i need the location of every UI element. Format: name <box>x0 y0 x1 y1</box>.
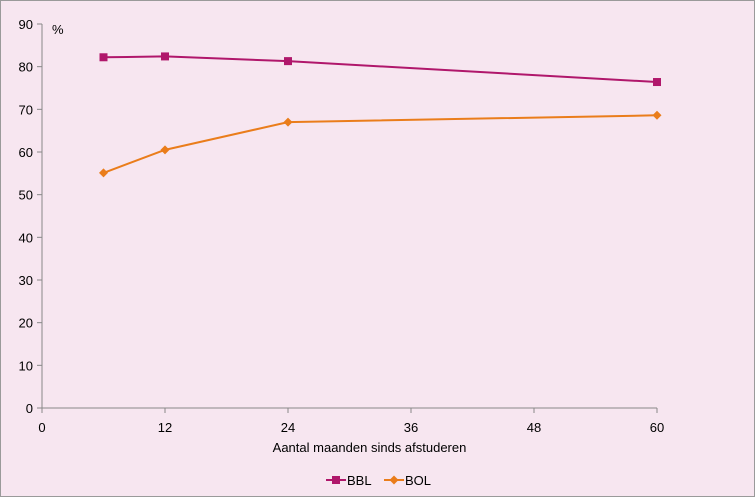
axes <box>41 24 657 409</box>
data-point-bol <box>652 110 662 120</box>
series-bol <box>99 110 662 178</box>
y-tick-label: 80 <box>19 60 33 75</box>
series-group <box>99 52 662 178</box>
y-tick-label: 0 <box>26 401 33 416</box>
y-tick-label: 40 <box>19 230 33 245</box>
y-axis-title: % <box>52 22 64 37</box>
data-point-bbl <box>161 52 169 61</box>
series-line-bbl <box>103 55 658 84</box>
x-tick-label: 24 <box>281 420 295 435</box>
series-bbl <box>99 52 661 87</box>
data-point-bol <box>99 168 108 178</box>
y-tick-label: 50 <box>19 188 33 203</box>
y-tick-label: 20 <box>19 316 33 331</box>
x-tick-label: 0 <box>38 420 45 435</box>
legend-label-bbl: BBL <box>347 473 372 488</box>
y-tick-label: 70 <box>19 102 33 117</box>
x-axis-title: Aantal maanden sinds afstuderen <box>273 440 467 455</box>
y-ticks: 0 10 20 30 40 50 60 70 80 90 <box>19 17 42 416</box>
x-tick-label: 12 <box>158 420 172 435</box>
legend-item-bbl: BBL <box>326 473 372 488</box>
data-point-bol <box>160 145 170 155</box>
y-tick-label: 90 <box>19 17 33 32</box>
x-ticks: 0 12 24 36 48 60 <box>38 408 664 435</box>
x-tick-label: 60 <box>650 420 664 435</box>
y-tick-label: 30 <box>19 273 33 288</box>
legend-label-bol: BOL <box>405 473 431 488</box>
series-line-bol <box>103 114 658 174</box>
data-point-bbl <box>653 78 661 87</box>
data-point-bbl <box>99 53 108 62</box>
y-tick-label: 60 <box>19 145 33 160</box>
legend: BBL BOL <box>326 473 431 488</box>
data-point-bbl <box>284 57 292 66</box>
x-tick-label: 36 <box>404 420 418 435</box>
legend-item-bol: BOL <box>384 473 431 488</box>
legend-swatch-marker <box>332 476 340 484</box>
x-tick-label: 48 <box>527 420 541 435</box>
data-point-bol <box>283 117 293 127</box>
y-tick-label: 10 <box>19 358 33 373</box>
legend-swatch-marker <box>389 475 399 485</box>
